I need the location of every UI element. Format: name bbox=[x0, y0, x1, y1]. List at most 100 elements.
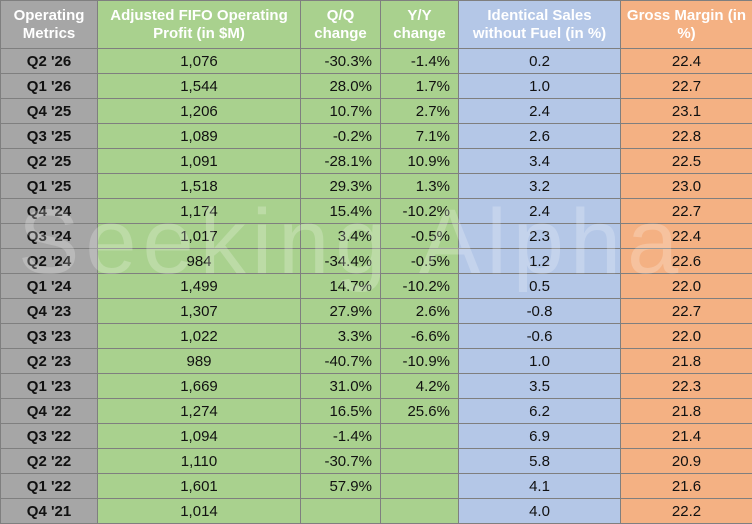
qq-change-cell: 27.9% bbox=[301, 299, 381, 324]
identical-sales-cell: 4.1 bbox=[459, 474, 621, 499]
quarter-cell: Q4 '23 bbox=[1, 299, 98, 324]
quarter-cell: Q3 '22 bbox=[1, 424, 98, 449]
gross-margin-cell: 22.4 bbox=[621, 49, 752, 74]
operating-profit-cell: 1,076 bbox=[98, 49, 301, 74]
quarter-cell: Q1 '25 bbox=[1, 174, 98, 199]
quarter-cell: Q4 '22 bbox=[1, 399, 98, 424]
operating-profit-cell: 1,089 bbox=[98, 124, 301, 149]
identical-sales-cell: 0.5 bbox=[459, 274, 621, 299]
yy-change-cell: 25.6% bbox=[381, 399, 459, 424]
gross-margin-cell: 22.7 bbox=[621, 74, 752, 99]
yy-change-cell: -0.5% bbox=[381, 224, 459, 249]
operating-profit-cell: 1,094 bbox=[98, 424, 301, 449]
operating-profit-cell: 1,022 bbox=[98, 324, 301, 349]
yy-change-cell: -0.5% bbox=[381, 249, 459, 274]
identical-sales-cell: 6.2 bbox=[459, 399, 621, 424]
operating-profit-cell: 1,274 bbox=[98, 399, 301, 424]
operating-profit-cell: 1,601 bbox=[98, 474, 301, 499]
quarter-cell: Q3 '23 bbox=[1, 324, 98, 349]
quarter-cell: Q4 '21 bbox=[1, 499, 98, 524]
gross-margin-cell: 22.7 bbox=[621, 299, 752, 324]
qq-change-cell: 3.4% bbox=[301, 224, 381, 249]
operating-profit-cell: 1,017 bbox=[98, 224, 301, 249]
identical-sales-cell: 2.4 bbox=[459, 199, 621, 224]
identical-sales-cell: 0.2 bbox=[459, 49, 621, 74]
yy-change-cell bbox=[381, 449, 459, 474]
yy-change-cell bbox=[381, 474, 459, 499]
operating-profit-cell: 1,206 bbox=[98, 99, 301, 124]
header-qq-change: Q/Q change bbox=[301, 1, 381, 49]
quarter-cell: Q4 '25 bbox=[1, 99, 98, 124]
operating-profit-cell: 1,669 bbox=[98, 374, 301, 399]
qq-change-cell: -40.7% bbox=[301, 349, 381, 374]
qq-change-cell: -0.2% bbox=[301, 124, 381, 149]
operating-profit-cell: 1,499 bbox=[98, 274, 301, 299]
identical-sales-cell: 1.2 bbox=[459, 249, 621, 274]
yy-change-cell: 2.6% bbox=[381, 299, 459, 324]
qq-change-cell: -1.4% bbox=[301, 424, 381, 449]
identical-sales-cell: 6.9 bbox=[459, 424, 621, 449]
qq-change-cell: 15.4% bbox=[301, 199, 381, 224]
gross-margin-cell: 21.8 bbox=[621, 349, 752, 374]
gross-margin-cell: 23.1 bbox=[621, 99, 752, 124]
gross-margin-cell: 22.2 bbox=[621, 499, 752, 524]
identical-sales-cell: 1.0 bbox=[459, 74, 621, 99]
identical-sales-cell: 2.6 bbox=[459, 124, 621, 149]
identical-sales-cell: 2.4 bbox=[459, 99, 621, 124]
quarter-cell: Q2 '23 bbox=[1, 349, 98, 374]
gross-margin-cell: 23.0 bbox=[621, 174, 752, 199]
gross-margin-cell: 21.8 bbox=[621, 399, 752, 424]
quarter-cell: Q1 '24 bbox=[1, 274, 98, 299]
qq-change-cell: 29.3% bbox=[301, 174, 381, 199]
yy-change-cell: 10.9% bbox=[381, 149, 459, 174]
qq-change-cell: -30.7% bbox=[301, 449, 381, 474]
header-identical-sales: Identical Sales without Fuel (in %) bbox=[459, 1, 621, 49]
operating-profit-cell: 1,307 bbox=[98, 299, 301, 324]
qq-change-cell: 14.7% bbox=[301, 274, 381, 299]
qq-change-cell: -30.3% bbox=[301, 49, 381, 74]
operating-profit-cell: 1,518 bbox=[98, 174, 301, 199]
qq-change-cell bbox=[301, 499, 381, 524]
gross-margin-cell: 21.6 bbox=[621, 474, 752, 499]
quarter-cell: Q1 '26 bbox=[1, 74, 98, 99]
gross-margin-cell: 22.8 bbox=[621, 124, 752, 149]
quarter-cell: Q1 '22 bbox=[1, 474, 98, 499]
qq-change-cell: 57.9% bbox=[301, 474, 381, 499]
qq-change-cell: 16.5% bbox=[301, 399, 381, 424]
gross-margin-cell: 22.4 bbox=[621, 224, 752, 249]
yy-change-cell: -1.4% bbox=[381, 49, 459, 74]
yy-change-cell: 2.7% bbox=[381, 99, 459, 124]
gross-margin-cell: 22.3 bbox=[621, 374, 752, 399]
header-yy-change: Y/Y change bbox=[381, 1, 459, 49]
qq-change-cell: 3.3% bbox=[301, 324, 381, 349]
identical-sales-cell: 3.5 bbox=[459, 374, 621, 399]
quarter-cell: Q3 '25 bbox=[1, 124, 98, 149]
gross-margin-cell: 22.0 bbox=[621, 324, 752, 349]
operating-profit-cell: 1,014 bbox=[98, 499, 301, 524]
identical-sales-cell: -0.8 bbox=[459, 299, 621, 324]
identical-sales-cell: -0.6 bbox=[459, 324, 621, 349]
identical-sales-cell: 5.8 bbox=[459, 449, 621, 474]
quarter-cell: Q3 '24 bbox=[1, 224, 98, 249]
identical-sales-cell: 4.0 bbox=[459, 499, 621, 524]
gross-margin-cell: 21.4 bbox=[621, 424, 752, 449]
gross-margin-cell: 22.0 bbox=[621, 274, 752, 299]
header-operating-profit: Adjusted FIFO Operating Profit (in $M) bbox=[98, 1, 301, 49]
header-row: Operating Metrics Adjusted FIFO Operatin… bbox=[1, 1, 752, 49]
gross-margin-cell: 22.6 bbox=[621, 249, 752, 274]
quarter-cell: Q2 '26 bbox=[1, 49, 98, 74]
yy-change-cell bbox=[381, 499, 459, 524]
